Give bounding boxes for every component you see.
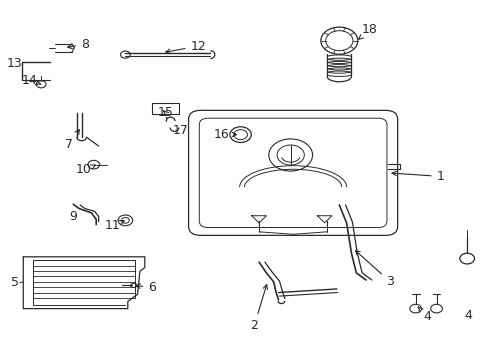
Text: 8: 8 (67, 38, 89, 51)
Text: 15: 15 (158, 106, 173, 120)
Text: 1: 1 (391, 170, 444, 183)
Text: 10: 10 (76, 163, 95, 176)
Text: 13: 13 (7, 57, 23, 71)
Text: 3: 3 (355, 251, 393, 288)
Text: 14: 14 (22, 74, 41, 87)
Text: 2: 2 (250, 285, 267, 332)
Text: 5: 5 (11, 276, 19, 289)
Text: 9: 9 (69, 210, 77, 223)
Text: 4: 4 (417, 307, 430, 323)
FancyBboxPatch shape (152, 103, 179, 114)
Text: 4: 4 (463, 309, 471, 322)
Text: 17: 17 (172, 124, 188, 137)
FancyBboxPatch shape (188, 111, 397, 235)
Text: 7: 7 (65, 130, 79, 151)
Text: 12: 12 (165, 40, 206, 54)
Text: 11: 11 (104, 219, 124, 232)
Text: 18: 18 (358, 23, 377, 39)
Text: 6: 6 (136, 281, 156, 294)
Text: 16: 16 (213, 128, 236, 141)
